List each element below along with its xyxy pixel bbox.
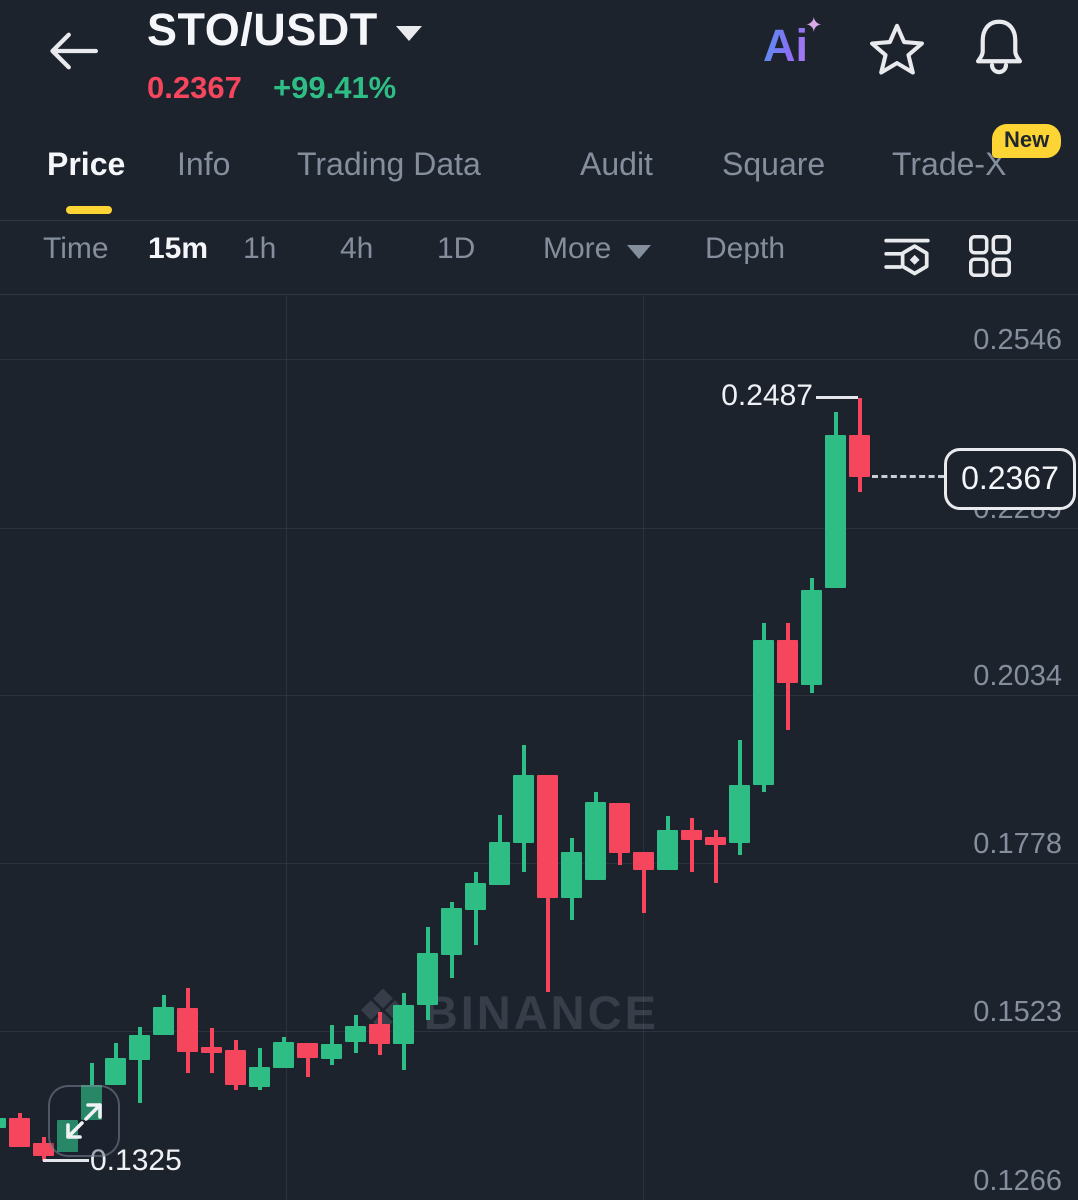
candle-body xyxy=(441,908,462,955)
candle-body xyxy=(657,829,678,871)
candle-body xyxy=(801,590,822,685)
candle-body xyxy=(513,774,534,844)
candle-body xyxy=(33,1143,54,1156)
tabs-divider xyxy=(0,220,1078,221)
candle-body xyxy=(297,1042,318,1058)
candle-body xyxy=(417,952,438,1005)
tab-price[interactable]: Price xyxy=(47,146,126,182)
candle-body xyxy=(153,1006,174,1035)
candle-body xyxy=(345,1025,366,1043)
h-gridline xyxy=(0,1030,1078,1032)
candle-body xyxy=(249,1067,270,1087)
header-last-price: 0.2367 xyxy=(147,70,242,105)
candle-body xyxy=(825,435,846,589)
chevron-down-icon xyxy=(627,245,652,259)
new-badge: New xyxy=(992,124,1062,158)
ai-assistant-button[interactable]: Ai ✦ xyxy=(763,14,833,80)
candle-body xyxy=(633,851,654,871)
indicator-settings-button[interactable] xyxy=(884,234,930,283)
binance-watermark: ❖ BINANCE xyxy=(356,982,659,1042)
last-price-line xyxy=(872,474,944,478)
tab-trading-data[interactable]: Trading Data xyxy=(297,146,481,182)
tab-info[interactable]: Info xyxy=(177,146,231,182)
candle-body xyxy=(777,640,798,683)
candle-body xyxy=(81,1084,102,1120)
candle-body xyxy=(321,1044,342,1060)
active-tab-indicator xyxy=(66,206,112,214)
page-title: STO/USDT xyxy=(147,4,378,55)
expand-chart-button[interactable] xyxy=(48,1085,120,1157)
chevron-down-icon xyxy=(395,25,422,41)
indicator-settings-icon xyxy=(884,238,930,276)
favorite-star-button[interactable] xyxy=(868,20,926,83)
candle-body xyxy=(537,774,558,898)
star-icon xyxy=(870,23,924,75)
candle-body xyxy=(705,837,726,846)
candle-body xyxy=(465,883,486,911)
candle-wick xyxy=(138,1027,142,1104)
h-gridline xyxy=(0,695,1078,697)
layout-grid-icon xyxy=(968,234,1012,278)
candle-body xyxy=(177,1007,198,1052)
candle-wick xyxy=(306,1042,310,1077)
high-connector xyxy=(816,395,858,399)
low-connector xyxy=(43,1159,89,1163)
candle-body xyxy=(753,640,774,786)
candle-body xyxy=(681,829,702,840)
candle-body xyxy=(489,841,510,886)
candle-body xyxy=(729,785,750,844)
candle-body xyxy=(0,1117,6,1129)
y-axis-tick: 0.2546 xyxy=(973,324,1062,356)
interval-1h[interactable]: 1h xyxy=(243,232,277,265)
h-gridline xyxy=(0,359,1078,360)
y-axis-tick: 0.1523 xyxy=(973,995,1062,1028)
y-axis-tick: 0.2034 xyxy=(973,660,1062,693)
tab-trade-x[interactable]: Trade-X xyxy=(892,146,1007,182)
notifications-button[interactable] xyxy=(968,14,1030,81)
y-axis-tick: 0.1266 xyxy=(973,1164,1062,1197)
symbol-selector[interactable]: STO/USDT xyxy=(147,2,422,58)
expand-arrows-icon xyxy=(66,1103,102,1139)
candle-body xyxy=(561,851,582,898)
interval-1d[interactable]: 1D xyxy=(437,232,476,265)
toolbar-divider xyxy=(0,294,1078,295)
candle-wick xyxy=(642,851,646,913)
ai-icon: Ai xyxy=(763,20,808,71)
candle-body xyxy=(849,435,870,477)
candle-body xyxy=(369,1023,390,1045)
interval-4h[interactable]: 4h xyxy=(340,232,374,265)
watermark-text: BINANCE xyxy=(423,985,659,1039)
candle-body xyxy=(273,1042,294,1068)
back-arrow-icon xyxy=(50,32,98,70)
high-price-label: 0.2487 xyxy=(721,378,813,412)
header-change-percent: +99.41% xyxy=(273,70,397,105)
tab-square[interactable]: Square xyxy=(722,146,826,182)
bell-icon xyxy=(975,19,1023,75)
candle-body xyxy=(225,1050,246,1085)
candle-body xyxy=(105,1057,126,1085)
tab-audit[interactable]: Audit xyxy=(580,146,653,182)
layout-grid-button[interactable] xyxy=(968,234,1012,283)
candle-body xyxy=(585,801,606,880)
v-gridline xyxy=(643,296,644,1200)
back-button[interactable] xyxy=(46,26,98,76)
y-axis-tick: 0.1778 xyxy=(973,828,1062,861)
v-gridline xyxy=(286,296,287,1200)
candle-wick xyxy=(714,829,718,884)
interval-15m[interactable]: 15m xyxy=(148,232,209,265)
candlestick-chart[interactable]: ❖ BINANCE 0.2487 0.1325 0.2367 0.2546 0.2… xyxy=(0,296,1078,1200)
last-price-box[interactable]: 0.2367 xyxy=(944,447,1076,510)
candle-body xyxy=(9,1117,30,1148)
candle-wick xyxy=(690,818,694,872)
interval-more-dropdown[interactable]: More xyxy=(543,232,652,266)
sparkle-icon: ✦ xyxy=(805,14,823,37)
candle-body xyxy=(129,1034,150,1060)
candle-body xyxy=(609,803,630,853)
candle-body xyxy=(393,1004,414,1045)
interval-time[interactable]: Time xyxy=(43,232,109,265)
depth-button[interactable]: Depth xyxy=(705,232,786,265)
candle-body xyxy=(201,1046,222,1053)
h-gridline xyxy=(0,527,1078,529)
